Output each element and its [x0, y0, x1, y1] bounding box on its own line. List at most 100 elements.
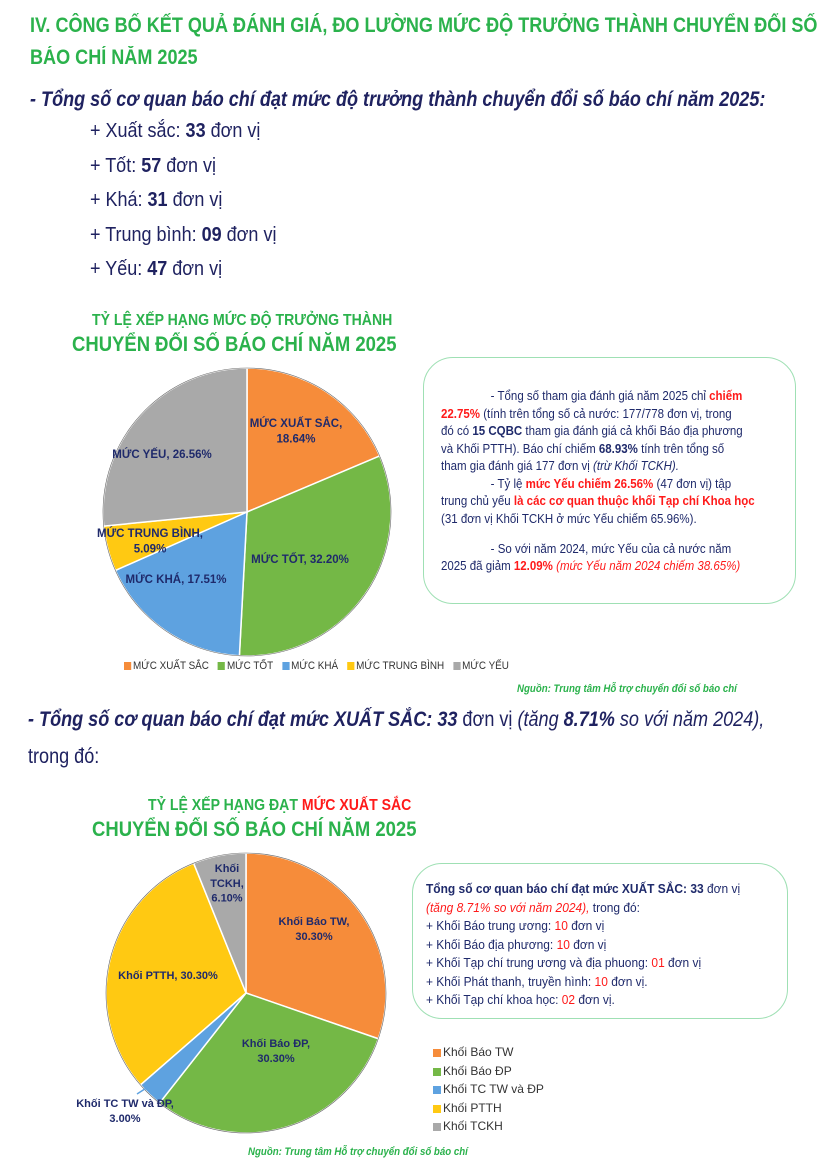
- legend-item: MỨC KHÁ: [282, 660, 338, 672]
- note-segment: (tính trên tổng số cả nước: 177/778 đơn …: [480, 406, 732, 421]
- note-line: + Khối Báo trung ương: 10 đơn vị: [426, 917, 740, 936]
- legend-item: Khối PTTH: [433, 1099, 544, 1118]
- chart2-note-text: Tổng số cơ quan báo chí đạt mức XUẤT SẮC…: [426, 880, 767, 1010]
- legend-label: Khối TC TW và ĐP: [443, 1082, 544, 1096]
- legend-swatch: [433, 1123, 441, 1131]
- pie-data-label-line: MỨC TỐT, 32.20%: [251, 552, 349, 566]
- note-line: - So với năm 2024, mức Yếu của cả nước n…: [441, 541, 755, 559]
- note-segment: 01: [651, 955, 665, 970]
- note-segment: - So với năm 2024, mức Yếu của cả nước n…: [490, 541, 732, 556]
- pie-data-label-line: 3.00%: [109, 1113, 140, 1125]
- chart2-title-line1: TỶ LỆ XẾP HẠNG ĐẠT MỨC XUẤT SẮC: [148, 797, 411, 815]
- pie-outline: [102, 367, 392, 657]
- pie-data-label-line: 18.64%: [276, 434, 315, 446]
- pie-data-label: MỨC KHÁ, 17.51%: [126, 573, 227, 586]
- legend-label: MỨC YẾU: [462, 660, 509, 672]
- chart2-legend: Khối Báo TW Khối Báo ĐP Khối TC TW và ĐP Kh…: [433, 1043, 544, 1136]
- legend-item: Khối Báo TW: [433, 1043, 544, 1062]
- pie-data-label-line: MỨC TRUNG BÌNH,: [97, 527, 203, 540]
- legend-swatch: [217, 662, 226, 670]
- summary-item: + Tốt: 57 đơn vị: [90, 155, 216, 178]
- legend-label: Khối Báo TW: [443, 1045, 514, 1059]
- note-line: tham gia đánh giá 177 đơn vị (trừ Khối T…: [441, 458, 755, 476]
- note-segment: 22.75%: [441, 406, 481, 421]
- summary-item: + Yếu: 47 đơn vị: [90, 258, 222, 281]
- legend-label: MỨC KHÁ: [291, 660, 339, 672]
- legend-label: MỨC TRUNG BÌNH: [356, 660, 445, 672]
- pie-data-label-line: Khối: [215, 863, 239, 875]
- chart1-source: Nguồn: Trung tâm Hỗ trợ chuyển đổi số bá…: [517, 683, 737, 695]
- excellent-lead-italic1: (tăng: [517, 708, 564, 731]
- legend-item: Khối TCKH: [433, 1117, 544, 1136]
- summary-item-unit: đơn vị: [167, 258, 223, 280]
- pie-data-label-line: 5.09%: [134, 544, 167, 556]
- summary-item-value: 47: [147, 258, 168, 280]
- pie-data-label-line: Khối Báo ĐP,: [242, 1038, 310, 1050]
- note-line: + Khối Báo địa phương: 10 đơn vị: [426, 936, 740, 955]
- pie-data-label-line: MỨC YẾU, 26.56%: [112, 448, 211, 461]
- note-segment: và Khối PTTH). Báo chí chiếm: [441, 441, 599, 456]
- legend-swatch: [433, 1049, 441, 1057]
- pie-data-label: MỨC YẾU, 26.56%: [112, 448, 211, 461]
- legend-item: MỨC TỐT: [217, 660, 274, 672]
- legend-item: MỨC XUẤT SẮC: [124, 660, 209, 672]
- excellent-lead-italic2: so với năm 2024),: [614, 708, 765, 731]
- legend-swatch: [347, 662, 355, 670]
- pie-data-label: Khối TCKH, 6.10%: [210, 863, 244, 905]
- note-segment: 02: [561, 992, 576, 1007]
- note-segment: đơn vị: [567, 918, 605, 933]
- note-line: trung chủ yếu là các cơ quan thuộc khối …: [441, 493, 755, 511]
- note-segment: + Khối Báo trung ương:: [426, 918, 555, 933]
- summary-item: + Khá: 31 đơn vị: [90, 189, 222, 212]
- note-segment: đơn vị.: [607, 973, 648, 989]
- legend-swatch: [453, 662, 461, 670]
- note-segment: Tổng số cơ quan báo chí đạt mức XUẤT SẮC…: [426, 881, 704, 896]
- chart1-note-box: [423, 357, 796, 604]
- pie-data-label: Khối Báo TW, 30.30%: [279, 916, 350, 943]
- pie-outline: [105, 852, 387, 1134]
- note-segment: (mức Yếu năm 2024 chiếm 38.65%): [556, 559, 741, 573]
- note-line: (tăng 8.71% so với năm 2024), trong đó:: [426, 899, 740, 918]
- note-segment: trung chủ yếu: [441, 494, 514, 508]
- summary-item-unit: đơn vị: [221, 223, 277, 246]
- pie-data-label: Khối PTTH, 30.30%: [118, 970, 218, 982]
- chart1-legend: MỨC XUẤT SẮC MỨC TỐT MỨC KHÁ MỨC TRUNG BÌNH…: [124, 660, 518, 672]
- note-line: + Khối Tạp chí trung ương và địa phuong:…: [426, 954, 740, 973]
- excellent-lead: - Tổng số cơ quan báo chí đạt mức XUẤT S…: [28, 708, 764, 732]
- summary-item: + Trung bình: 09 đơn vị: [90, 224, 276, 247]
- note-line: (31 đơn vị Khối TCKH ở mức Yếu chiếm 65.…: [441, 511, 755, 529]
- pie-data-label-line: 30.30%: [295, 931, 333, 943]
- note-segment: 10: [594, 973, 608, 989]
- legend-label: MỨC TỐT: [226, 660, 274, 672]
- pie-data-label: MỨC TRUNG BÌNH, 5.09%: [97, 527, 203, 556]
- pie-data-label-line: MỨC XUẤT SẮC,: [250, 417, 343, 430]
- note-line: [441, 528, 755, 541]
- pie-chart-excellent: Khối Báo TW, 30.30% Khối Báo ĐP, 30.30% Khối…: [76, 852, 387, 1134]
- note-segment: tham gia đánh giá cả khối Báo địa phương: [522, 424, 743, 438]
- chart1-title-line2: CHUYỂN ĐỔI SỐ BÁO CHÍ NĂM 2025: [72, 333, 397, 356]
- note-line: + Khối Phát thanh, truyền hình: 10 đơn v…: [426, 973, 740, 992]
- note-segment: - Tỷ lệ: [490, 476, 526, 491]
- legend-label: Khối PTTH: [443, 1100, 502, 1115]
- pie-chart-maturity: MỨC XUẤT SẮC, 18.64% MỨC TỐT, 32.20% MỨC KH…: [97, 367, 392, 657]
- pie-data-label-line: Khối TC TW và ĐP,: [76, 1098, 174, 1110]
- pie-data-label: Khối TC TW và ĐP, 3.00%: [76, 1098, 174, 1125]
- section-heading-line1: IV. CÔNG BỐ KẾT QUẢ ĐÁNH GIÁ, ĐO LƯỜNG M…: [30, 14, 818, 37]
- note-line: 2025 đã giảm 12.09% (mức Yếu năm 2024 ch…: [441, 558, 755, 576]
- note-segment: đơn vị: [664, 955, 702, 970]
- note-line: - Tổng số tham gia đánh giá năm 2025 chỉ…: [441, 388, 755, 406]
- legend-swatch: [282, 662, 290, 670]
- note-line: 22.75% (tính trên tổng số cả nước: 177/7…: [441, 406, 755, 424]
- note-segment: + Khối Phát thanh, truyền hình:: [426, 973, 595, 989]
- note-line: đó có 15 CQBC tham gia đánh giá cả khối …: [441, 423, 755, 441]
- legend-item: MỨC YẾU: [453, 660, 509, 672]
- note-segment: 15 CQBC: [472, 424, 523, 438]
- note-segment: mức Yếu chiếm 26.56%: [525, 476, 654, 491]
- note-segment: chiếm: [709, 389, 743, 403]
- legend-swatch: [433, 1086, 441, 1094]
- summary-lead: - Tổng số cơ quan báo chí đạt mức độ trư…: [30, 88, 766, 111]
- pie-data-label: MỨC TỐT, 32.20%: [251, 552, 349, 566]
- note-segment: tham gia đánh giá 177 đơn vị: [441, 459, 594, 473]
- note-segment: đó có: [441, 424, 473, 438]
- summary-item: + Xuất sắc: 33 đơn vị: [90, 120, 260, 143]
